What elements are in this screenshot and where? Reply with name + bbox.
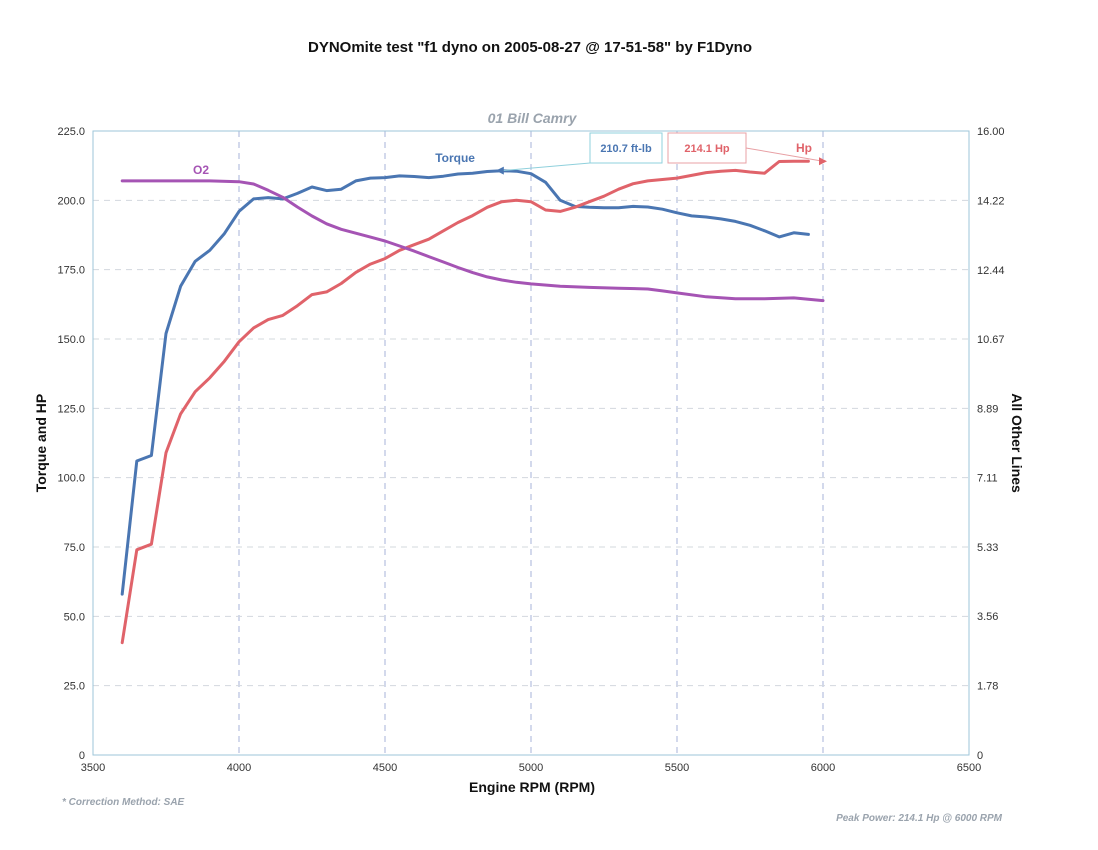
x-tick-label: 5000 [519,762,543,774]
y-tick-label: 225.0 [57,126,85,138]
y2-tick-label: 7.11 [977,473,998,485]
y-tick-label: 125.0 [57,403,85,415]
chart-title: DYNOmite test "f1 dyno on 2005-08-27 @ 1… [308,39,752,56]
y-tick-label: 0 [79,750,85,762]
y2-tick-label: 3.56 [977,611,998,623]
series-lines [120,159,825,645]
hp-peak-leader [745,147,824,162]
y-tick-label: 100.0 [57,473,85,485]
torque-series-label: Torque [435,151,475,165]
torque-peak-box [589,132,663,164]
x-axis-ticks: 3500 4000 4500 5000 5500 6000 6500 [81,762,981,774]
x-tick-label: 4000 [227,762,251,774]
y2-tick-label: 8.89 [977,403,998,415]
y2-tick-label: 5.33 [977,542,998,554]
y-tick-label: 150.0 [57,334,85,346]
torque-peak-label: 210.7 ft-lb [600,143,652,155]
chart-subtitle: 01 Bill Camry [488,110,578,126]
y2-tick-label: 0 [977,750,983,762]
hp-series-label: Hp [796,141,812,155]
y-axis-label: Torque and HP [33,394,49,493]
correction-method-note: * Correction Method: SAE [62,797,185,808]
grid [93,131,969,755]
peak-power-note: Peak Power: 214.1 Hp @ 6000 RPM [836,813,1003,824]
torque-line [120,169,810,596]
y-tick-label: 200.0 [57,195,85,207]
o2-line [120,179,825,303]
y-tick-label: 175.0 [57,265,85,277]
y-tick-label: 25.0 [64,681,85,693]
x-tick-label: 5500 [665,762,689,774]
o2-series-label: O2 [193,163,209,177]
y-tick-label: 50.0 [64,611,85,623]
y2-tick-label: 10.67 [977,334,1005,346]
x-axis-label: Engine RPM (RPM) [469,779,595,795]
hp-peak-box [667,132,747,164]
y-axis-ticks: 0 25.0 50.0 75.0 100.0 125.0 150.0 175.0 200.0 22… [57,126,85,762]
torque-peak-leader [501,162,591,172]
y2-tick-label: 1.78 [977,681,998,693]
series-labels: Torque Hp O2 [193,141,812,177]
hp-peak-arrow [819,157,827,166]
x-tick-label: 3500 [81,762,105,774]
y2-tick-label: 14.22 [977,195,1005,207]
y2-axis-ticks: 0 1.78 3.56 5.33 7.11 8.89 10.67 12.44 14.22 16.0… [977,126,1005,762]
x-tick-label: 4500 [373,762,397,774]
plot-frame [92,130,970,756]
y-tick-label: 75.0 [64,542,85,554]
hp-line [120,159,810,645]
y2-axis-label: All Other Lines [1009,393,1025,493]
annotations: 210.7 ft-lb 214.1 Hp [495,132,827,175]
y2-tick-label: 12.44 [977,265,1005,277]
y2-tick-label: 16.00 [977,126,1005,138]
hp-peak-label: 214.1 Hp [684,143,730,155]
x-tick-label: 6500 [957,762,981,774]
x-tick-label: 6000 [811,762,835,774]
torque-peak-arrow [495,166,504,175]
